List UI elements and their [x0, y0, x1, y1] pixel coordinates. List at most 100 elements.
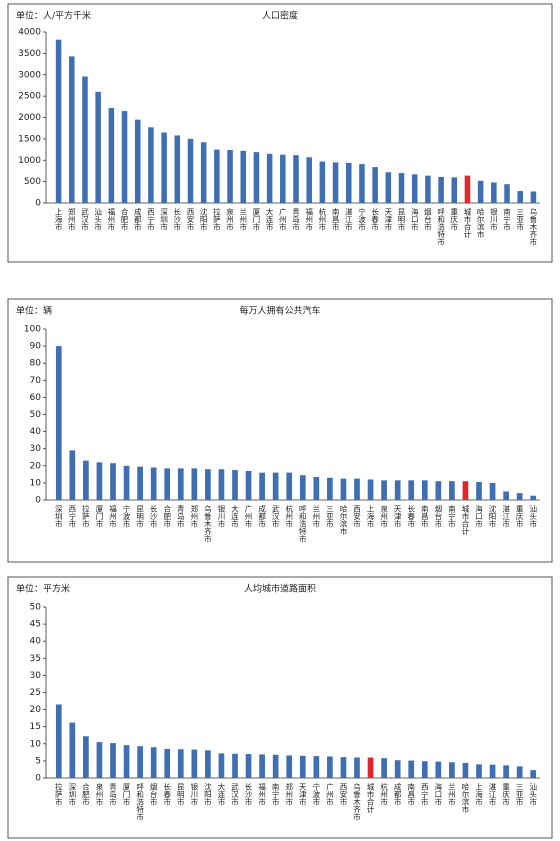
x-tick-label: 深圳市 — [159, 208, 168, 232]
x-tick-label: 泉州市 — [379, 504, 388, 529]
x-tick-label: 海口市 — [474, 504, 483, 529]
bar — [174, 135, 181, 203]
y-tick-label: 40 — [30, 427, 42, 437]
y-tick-label: 0 — [35, 199, 41, 209]
bar — [55, 346, 62, 500]
bar — [489, 482, 496, 500]
x-tick-label: 福州市 — [257, 783, 266, 807]
x-tick-label: 南宁市 — [271, 782, 280, 807]
bar — [191, 749, 198, 778]
x-tick-label: 天津市 — [393, 505, 402, 529]
bar — [227, 149, 233, 203]
x-tick-label: 西宁市 — [146, 208, 155, 232]
x-tick-label: 汕头市 — [528, 782, 537, 807]
bar — [96, 462, 103, 500]
bar — [381, 480, 387, 500]
bar — [306, 157, 312, 203]
bar — [232, 753, 238, 778]
x-tick-label: 哈尔滨市 — [461, 782, 470, 815]
x-tick-label: 西宁市 — [420, 783, 429, 807]
y-tick-label: 30 — [30, 444, 42, 454]
x-tick-label: 烟台市 — [149, 783, 158, 807]
bar — [214, 149, 220, 203]
x-tick-label: 海口市 — [410, 207, 419, 232]
y-tick-label: 3000 — [18, 70, 41, 80]
x-tick-label: 南昌市 — [406, 782, 415, 807]
y-tick-label: 2000 — [18, 113, 41, 123]
x-tick-label: 广州市 — [244, 504, 253, 529]
bar — [381, 758, 387, 778]
bar — [491, 182, 497, 203]
x-tick-label: 广州市 — [325, 782, 334, 807]
x-tick-label: 昆明市 — [397, 208, 406, 232]
x-tick-label: 银川市 — [489, 208, 498, 232]
bar — [530, 770, 537, 778]
bar — [137, 746, 143, 778]
x-tick-label: 宁波市 — [312, 782, 321, 807]
x-tick-label: 成都市 — [257, 504, 266, 529]
bar — [299, 755, 306, 778]
x-tick-label: 沈阳市 — [203, 782, 212, 807]
y-tick-label: 45 — [30, 620, 41, 630]
bar — [280, 154, 286, 203]
x-tick-label: 厦门市 — [252, 208, 261, 232]
bar — [259, 472, 265, 500]
y-tick-label: 35 — [30, 654, 41, 664]
bar — [177, 468, 184, 500]
bar — [530, 495, 537, 500]
x-tick-label: 西安市 — [352, 505, 361, 529]
bar — [259, 754, 265, 778]
x-tick-label: 拉萨市 — [54, 782, 63, 807]
bar — [164, 748, 171, 778]
x-tick-label: 南宁市 — [447, 504, 456, 529]
x-tick-label: 合肥市 — [162, 504, 171, 529]
x-tick-label: 呼和浩特市 — [135, 782, 144, 822]
bar — [245, 754, 252, 778]
bar — [398, 173, 405, 203]
bar — [530, 191, 537, 203]
bar — [449, 762, 455, 778]
bar — [240, 150, 247, 203]
bar — [332, 162, 339, 203]
x-tick-label: 青岛市 — [291, 207, 300, 232]
x-tick-label: 兰州市 — [447, 782, 456, 807]
bar — [421, 761, 428, 778]
bar — [205, 469, 211, 500]
x-tick-label: 城市合计 — [463, 208, 472, 240]
x-tick-label: 上海市 — [366, 505, 375, 529]
x-tick-label: 重庆市 — [450, 208, 459, 232]
y-tick-label: 10 — [30, 478, 42, 488]
panel-border — [7, 576, 553, 839]
x-tick-label: 青岛市 — [108, 782, 117, 807]
x-tick-label: 乌鲁木齐市 — [529, 207, 538, 247]
chart-title: 每万人拥有公共汽车 — [239, 305, 320, 317]
x-tick-label: 厦门市 — [95, 505, 104, 529]
x-tick-label: 福州市 — [304, 208, 313, 232]
bar — [55, 704, 62, 778]
bar — [69, 450, 76, 500]
bar — [359, 164, 365, 203]
y-tick-label: 30 — [30, 671, 42, 681]
bar — [266, 153, 273, 203]
x-tick-label: 郑州市 — [190, 504, 199, 529]
bar — [272, 472, 279, 500]
y-tick-label: 4000 — [18, 28, 41, 38]
x-tick-label: 深圳市 — [68, 783, 77, 807]
chart-title: 人均城市道路面积 — [244, 583, 316, 595]
y-tick-label: 40 — [30, 637, 42, 647]
x-tick-label: 西宁市 — [68, 505, 77, 529]
unit-label: 单位：人/平方千米 — [16, 10, 91, 22]
bar — [110, 743, 116, 778]
x-tick-label: 沈阳市 — [199, 207, 208, 232]
bar — [367, 479, 374, 500]
bar — [123, 465, 130, 500]
y-tick-label: 1500 — [18, 134, 41, 144]
x-tick-label: 深圳市 — [54, 505, 63, 529]
x-tick-label: 呼和浩特市 — [298, 504, 307, 544]
bar — [367, 757, 374, 778]
bar — [345, 162, 352, 203]
bar — [232, 470, 238, 500]
y-tick-label: 70 — [30, 376, 42, 386]
x-tick-label: 上海市 — [474, 783, 483, 807]
